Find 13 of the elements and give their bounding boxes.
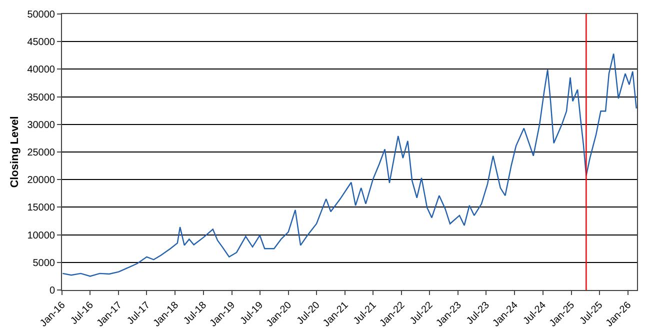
y-tick-label: 45000 (27, 37, 56, 48)
y-tick-label: 5000 (32, 258, 56, 269)
y-tick-label: 0 (49, 286, 56, 296)
y-tick-label: 40000 (27, 64, 56, 76)
y-tick-label: 50000 (27, 10, 56, 20)
y-axis-title: Closing Level (8, 116, 21, 188)
y-tick-label: 25000 (27, 148, 56, 158)
line-series (62, 53, 637, 277)
y-tick-label: 15000 (27, 202, 56, 214)
y-tick-label: 30000 (27, 120, 56, 131)
y-tick-label: 10000 (27, 230, 56, 242)
y-tick-label: 20000 (27, 175, 56, 186)
y-tick-label: 35000 (27, 92, 56, 104)
